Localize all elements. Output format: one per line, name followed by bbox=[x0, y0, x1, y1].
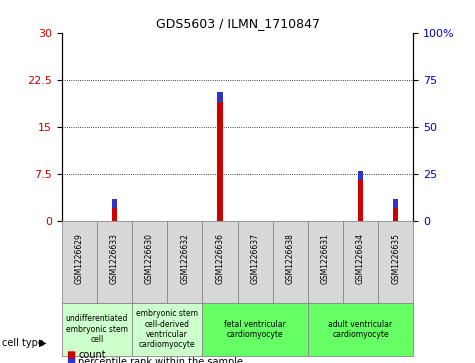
Text: GSM1226634: GSM1226634 bbox=[356, 233, 365, 284]
Bar bbox=[358, 180, 363, 221]
Text: count: count bbox=[78, 350, 106, 360]
Text: GSM1226631: GSM1226631 bbox=[321, 233, 330, 284]
Bar bbox=[202, 303, 308, 356]
Text: percentile rank within the sample: percentile rank within the sample bbox=[78, 356, 243, 363]
Bar bbox=[273, 221, 308, 303]
Text: ■: ■ bbox=[66, 356, 76, 363]
Bar bbox=[217, 102, 223, 221]
Text: fetal ventricular
cardiomyocyte: fetal ventricular cardiomyocyte bbox=[224, 319, 286, 339]
Bar bbox=[378, 221, 413, 303]
Text: embryonic stem
cell-derived
ventricular
cardiomyocyte: embryonic stem cell-derived ventricular … bbox=[136, 309, 198, 350]
Bar bbox=[97, 221, 132, 303]
Text: ■: ■ bbox=[66, 350, 76, 360]
Bar bbox=[308, 303, 413, 356]
Bar bbox=[112, 208, 117, 221]
Text: GSM1226629: GSM1226629 bbox=[75, 233, 84, 284]
Bar bbox=[112, 199, 117, 208]
Bar bbox=[358, 171, 363, 180]
Bar bbox=[393, 199, 399, 208]
Bar bbox=[62, 221, 97, 303]
Text: cell type: cell type bbox=[2, 338, 44, 348]
Bar bbox=[132, 221, 167, 303]
Text: GSM1226633: GSM1226633 bbox=[110, 233, 119, 284]
Text: adult ventricular
cardiomyocyte: adult ventricular cardiomyocyte bbox=[328, 319, 392, 339]
Text: undifferentiated
embryonic stem
cell: undifferentiated embryonic stem cell bbox=[66, 314, 128, 344]
Bar bbox=[167, 221, 202, 303]
Text: GSM1226637: GSM1226637 bbox=[251, 233, 259, 284]
Bar bbox=[343, 221, 378, 303]
Bar bbox=[308, 221, 343, 303]
Title: GDS5603 / ILMN_1710847: GDS5603 / ILMN_1710847 bbox=[155, 17, 320, 30]
Text: ▶: ▶ bbox=[39, 338, 47, 348]
Text: GSM1226635: GSM1226635 bbox=[391, 233, 400, 284]
Bar bbox=[202, 221, 238, 303]
Bar bbox=[62, 303, 132, 356]
Text: GSM1226630: GSM1226630 bbox=[145, 233, 154, 284]
Text: GSM1226632: GSM1226632 bbox=[180, 233, 189, 284]
Bar bbox=[393, 208, 399, 221]
Bar bbox=[132, 303, 202, 356]
Text: GSM1226636: GSM1226636 bbox=[216, 233, 224, 284]
Bar bbox=[217, 92, 223, 102]
Text: GSM1226638: GSM1226638 bbox=[286, 233, 294, 284]
Bar bbox=[238, 221, 273, 303]
